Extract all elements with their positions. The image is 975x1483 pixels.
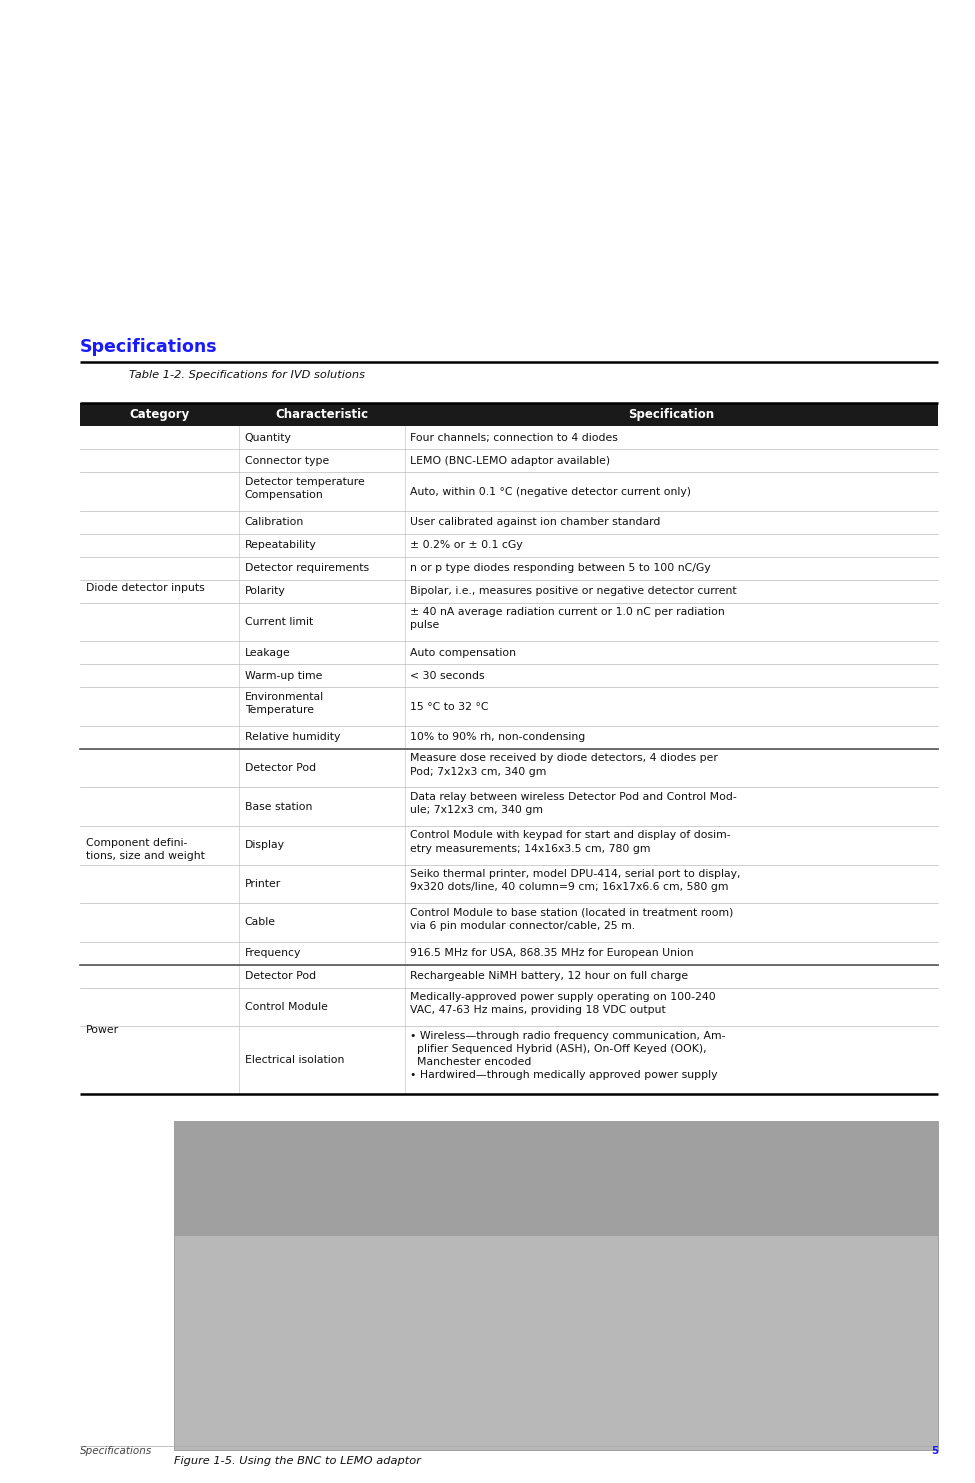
Text: Four channels; connection to 4 diodes: Four channels; connection to 4 diodes xyxy=(410,433,618,443)
Text: Figure 1-5. Using the BNC to LEMO adaptor: Figure 1-5. Using the BNC to LEMO adapto… xyxy=(174,1456,420,1467)
Text: Control Module with keypad for start and display of dosim-
etry measurements; 14: Control Module with keypad for start and… xyxy=(410,830,731,854)
Text: Relative humidity: Relative humidity xyxy=(245,733,340,743)
Text: Environmental
Temperature: Environmental Temperature xyxy=(245,691,324,715)
Text: Bipolar, i.e., measures positive or negative detector current: Bipolar, i.e., measures positive or nega… xyxy=(410,586,737,596)
Text: Frequency: Frequency xyxy=(245,948,301,958)
Text: < 30 seconds: < 30 seconds xyxy=(410,670,486,681)
Text: Specifications: Specifications xyxy=(80,1446,152,1456)
Text: • Wireless—through radio frequency communication, Am-
  plifier Sequenced Hybrid: • Wireless—through radio frequency commu… xyxy=(410,1031,726,1080)
Text: Connector type: Connector type xyxy=(245,455,329,466)
Text: Base station: Base station xyxy=(245,802,312,811)
Bar xyxy=(80,403,938,427)
Text: Characteristic: Characteristic xyxy=(275,408,369,421)
Text: Specifications: Specifications xyxy=(80,338,217,356)
Text: Auto compensation: Auto compensation xyxy=(410,648,517,658)
Text: Calibration: Calibration xyxy=(245,518,304,528)
Text: Power: Power xyxy=(86,1025,119,1035)
Text: 15 °C to 32 °C: 15 °C to 32 °C xyxy=(410,701,489,712)
Text: Detector Pod: Detector Pod xyxy=(245,971,316,982)
Text: Control Module to base station (located in treatment room)
via 6 pin modular con: Control Module to base station (located … xyxy=(410,908,734,931)
Text: Leakage: Leakage xyxy=(245,648,291,658)
Text: Polarity: Polarity xyxy=(245,586,286,596)
Text: Repeatability: Repeatability xyxy=(245,540,317,550)
Text: 10% to 90% rh, non-condensing: 10% to 90% rh, non-condensing xyxy=(410,733,586,743)
Text: ± 0.2% or ± 0.1 cGy: ± 0.2% or ± 0.1 cGy xyxy=(410,540,524,550)
Text: Category: Category xyxy=(130,408,189,421)
Text: Specification: Specification xyxy=(628,408,715,421)
Text: Detector temperature
Compensation: Detector temperature Compensation xyxy=(245,476,365,500)
Text: Warm-up time: Warm-up time xyxy=(245,670,322,681)
Text: ± 40 nA average radiation current or 1.0 nC per radiation
pulse: ± 40 nA average radiation current or 1.0… xyxy=(410,607,725,630)
Bar xyxy=(174,1121,938,1237)
Text: Detector requirements: Detector requirements xyxy=(245,564,369,574)
Text: Control Module: Control Module xyxy=(245,1003,328,1011)
Text: Printer: Printer xyxy=(245,879,281,888)
Text: Current limit: Current limit xyxy=(245,617,313,627)
Text: Seiko thermal printer, model DPU-414, serial port to display,
9x320 dots/line, 4: Seiko thermal printer, model DPU-414, se… xyxy=(410,869,741,893)
Text: Diode detector inputs: Diode detector inputs xyxy=(86,583,205,593)
Text: Medically-approved power supply operating on 100-240
VAC, 47-63 Hz mains, provid: Medically-approved power supply operatin… xyxy=(410,992,717,1016)
Text: Electrical isolation: Electrical isolation xyxy=(245,1056,344,1065)
Text: User calibrated against ion chamber standard: User calibrated against ion chamber stan… xyxy=(410,518,661,528)
Text: Cable: Cable xyxy=(245,918,276,927)
Text: Detector Pod: Detector Pod xyxy=(245,764,316,773)
Text: Data relay between wireless Detector Pod and Control Mod-
ule; 7x12x3 cm, 340 gm: Data relay between wireless Detector Pod… xyxy=(410,792,737,816)
Bar xyxy=(174,1121,938,1450)
Text: 5: 5 xyxy=(931,1446,938,1456)
Text: Quantity: Quantity xyxy=(245,433,292,443)
Text: LEMO (BNC-LEMO adaptor available): LEMO (BNC-LEMO adaptor available) xyxy=(410,455,610,466)
Text: Measure dose received by diode detectors, 4 diodes per
Pod; 7x12x3 cm, 340 gm: Measure dose received by diode detectors… xyxy=(410,753,719,777)
Text: Auto, within 0.1 °C (negative detector current only): Auto, within 0.1 °C (negative detector c… xyxy=(410,486,691,497)
Text: n or p type diodes responding between 5 to 100 nC/Gy: n or p type diodes responding between 5 … xyxy=(410,564,711,574)
Text: 916.5 MHz for USA, 868.35 MHz for European Union: 916.5 MHz for USA, 868.35 MHz for Europe… xyxy=(410,948,694,958)
Text: Display: Display xyxy=(245,841,285,850)
Text: Table 1-2. Specifications for IVD solutions: Table 1-2. Specifications for IVD soluti… xyxy=(129,369,365,380)
Text: Component defini-
tions, size and weight: Component defini- tions, size and weight xyxy=(86,838,205,862)
Text: Rechargeable NiMH battery, 12 hour on full charge: Rechargeable NiMH battery, 12 hour on fu… xyxy=(410,971,688,982)
